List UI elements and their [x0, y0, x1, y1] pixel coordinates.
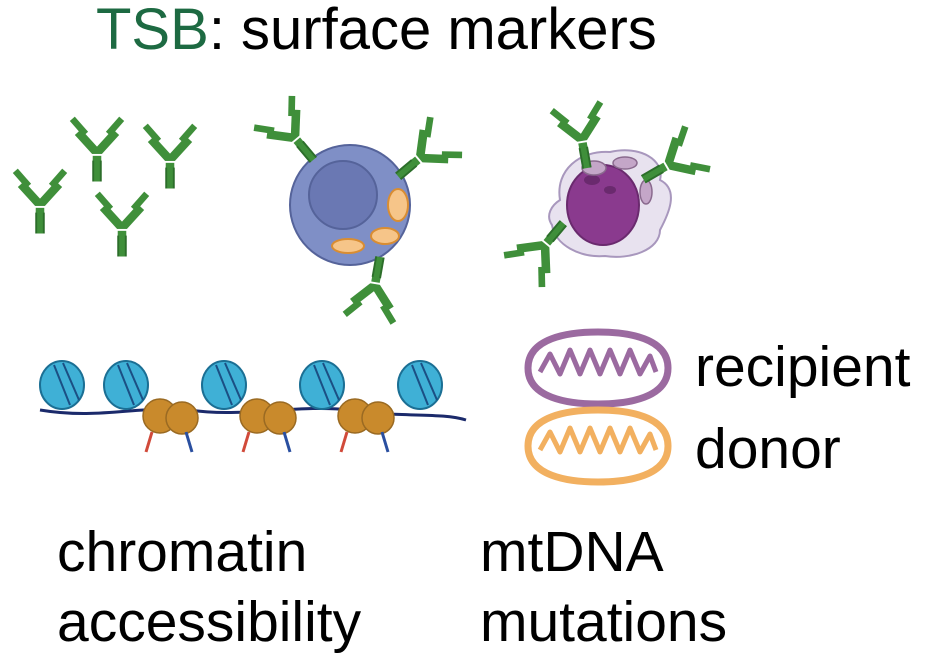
nucleosome-icon — [103, 360, 149, 410]
transcription-factor-icon — [337, 398, 395, 453]
transcription-factor-icon — [239, 398, 297, 453]
transcription-factor-icon — [142, 398, 199, 453]
lymphocyte-cell-icon — [254, 96, 462, 323]
caption-chromatin-line2: accessibility — [57, 590, 362, 654]
myeloid-cell-icon — [504, 102, 710, 287]
recipient-mitochondrion-icon — [528, 332, 668, 404]
nucleosome-icon — [39, 360, 85, 410]
chromatin-strand-icon — [39, 360, 467, 453]
nucleosome-icon — [397, 360, 443, 410]
antibody-icon — [97, 194, 146, 257]
caption-mtdna-line2: mutations — [480, 590, 728, 654]
nucleosome-icon — [299, 360, 345, 410]
antibody-icon — [145, 126, 194, 189]
antibody-icon — [15, 171, 64, 234]
legend-donor-label: donor — [695, 417, 841, 481]
page-title: TSB: surface markers — [96, 0, 657, 62]
caption-mtdna-line1: mtDNA — [480, 520, 664, 584]
nucleosome-icon — [201, 360, 247, 410]
title-accent: TSB — [96, 0, 209, 62]
caption-chromatin-line1: chromatin — [57, 520, 308, 584]
antibody-icon — [72, 119, 121, 182]
legend-recipient-label: recipient — [695, 335, 911, 399]
donor-mitochondrion-icon — [528, 410, 668, 482]
title-rest: : surface markers — [208, 0, 657, 62]
free-antibodies — [15, 119, 194, 257]
